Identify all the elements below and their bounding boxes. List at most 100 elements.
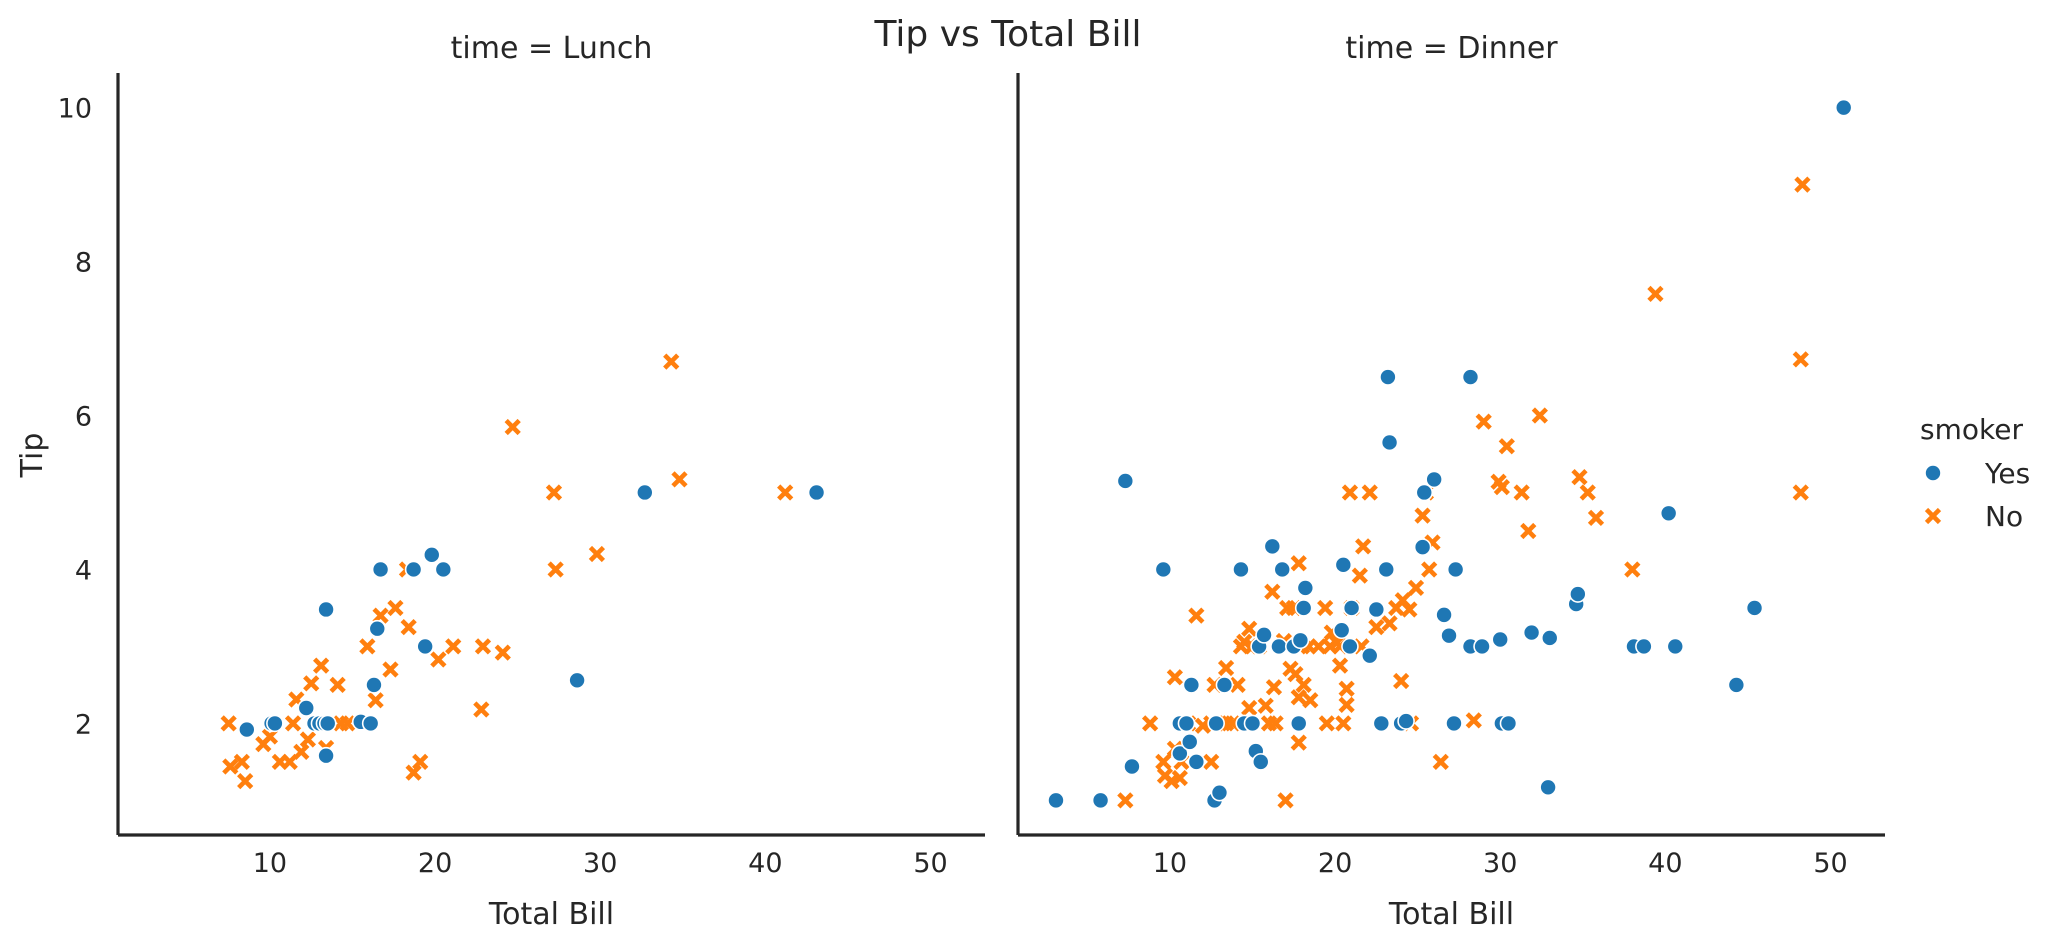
data-point bbox=[1265, 679, 1283, 696]
data-point bbox=[382, 661, 399, 678]
data-point bbox=[1540, 629, 1559, 647]
data-point bbox=[1360, 646, 1379, 665]
x-tick-label: 30 bbox=[1483, 848, 1517, 879]
data-point bbox=[1171, 744, 1189, 763]
data-point bbox=[434, 560, 453, 579]
data-point bbox=[1091, 791, 1110, 810]
data-point bbox=[473, 701, 490, 718]
data-point bbox=[1666, 637, 1685, 656]
data-point bbox=[1338, 696, 1355, 714]
data-point bbox=[1380, 433, 1399, 452]
data-point bbox=[1397, 712, 1415, 730]
y-tick-label: 2 bbox=[75, 709, 92, 740]
data-point bbox=[1539, 778, 1557, 797]
data-point bbox=[1473, 637, 1491, 656]
data-point bbox=[1401, 601, 1418, 618]
data-point bbox=[1571, 468, 1588, 486]
data-point bbox=[1141, 715, 1159, 732]
panel-title: time = Dinner bbox=[1345, 31, 1558, 66]
data-point bbox=[1177, 714, 1196, 733]
x-tick-label: 50 bbox=[1813, 848, 1847, 879]
data-point bbox=[297, 699, 316, 717]
data-point bbox=[1413, 538, 1432, 556]
data-point bbox=[1493, 478, 1510, 496]
data-point bbox=[233, 753, 250, 771]
data-point bbox=[1659, 504, 1678, 523]
data-point bbox=[1368, 619, 1385, 636]
data-point bbox=[222, 758, 239, 775]
data-point bbox=[1421, 561, 1438, 578]
data-point bbox=[1355, 538, 1372, 555]
data-point bbox=[1215, 676, 1234, 694]
data-point bbox=[1154, 560, 1173, 579]
data-point bbox=[1381, 615, 1398, 632]
data-point bbox=[400, 619, 417, 636]
data-point bbox=[1351, 567, 1368, 584]
data-point bbox=[1123, 757, 1141, 776]
x-tick-label: 30 bbox=[583, 848, 617, 879]
panel-lunch: time = Lunch 10 20 30 40 50 2 4 6 8 10 Total Bill bbox=[58, 31, 985, 932]
data-point bbox=[1587, 509, 1605, 527]
data-point bbox=[1569, 585, 1587, 603]
chart-title: Tip vs Total Bill bbox=[874, 14, 1142, 55]
data-point bbox=[1217, 659, 1235, 677]
data-point bbox=[474, 638, 492, 655]
data-point bbox=[1232, 560, 1250, 579]
data-point bbox=[1342, 599, 1361, 617]
data-point bbox=[412, 753, 429, 771]
y-tick-label: 6 bbox=[75, 402, 92, 433]
legend-marker-yes bbox=[1924, 464, 1942, 482]
data-point bbox=[372, 607, 389, 624]
x-tick-label: 40 bbox=[748, 848, 782, 879]
data-point bbox=[365, 676, 383, 694]
data-point bbox=[1792, 484, 1809, 501]
data-point bbox=[1635, 637, 1653, 656]
data-point bbox=[1290, 555, 1307, 572]
data-point bbox=[1171, 769, 1188, 787]
legend-label-no: No bbox=[1985, 500, 2023, 533]
data-point bbox=[1291, 631, 1310, 650]
x-tick-label: 20 bbox=[418, 848, 452, 879]
data-point bbox=[1203, 753, 1220, 771]
data-point bbox=[1531, 407, 1548, 424]
data-point bbox=[1207, 714, 1225, 733]
data-point bbox=[1475, 413, 1492, 430]
data-point bbox=[266, 714, 284, 733]
data-point bbox=[1415, 483, 1434, 502]
data-point bbox=[1243, 714, 1262, 733]
data-point bbox=[663, 353, 680, 370]
data-point bbox=[1155, 753, 1172, 771]
x-tick-label: 20 bbox=[1318, 848, 1352, 879]
panel-dinner: time = Dinner 10 20 30 40 50 Total Bill bbox=[1016, 31, 1885, 932]
data-point bbox=[1407, 579, 1425, 597]
data-point bbox=[405, 764, 422, 781]
data-point bbox=[1335, 715, 1352, 732]
data-point bbox=[293, 743, 310, 760]
data-point bbox=[317, 600, 335, 619]
data-point bbox=[1257, 697, 1274, 714]
data-point bbox=[1338, 680, 1355, 697]
data-point bbox=[1727, 676, 1746, 694]
data-point bbox=[1520, 522, 1537, 540]
data-point bbox=[1187, 753, 1206, 771]
x-tick-label: 10 bbox=[253, 848, 287, 879]
data-point bbox=[367, 692, 384, 709]
data-point bbox=[299, 731, 317, 748]
legend: smoker Yes No bbox=[1920, 413, 2030, 533]
y-tick-label: 4 bbox=[75, 555, 92, 586]
series-yes bbox=[1047, 98, 1853, 810]
data-point bbox=[1461, 368, 1480, 386]
x-axis-label: Total Bill bbox=[1388, 897, 1514, 932]
data-point bbox=[1794, 176, 1811, 193]
data-point bbox=[1318, 715, 1335, 732]
data-point bbox=[1264, 583, 1281, 600]
legend-marker-no bbox=[1924, 507, 1942, 525]
data-point bbox=[1498, 438, 1515, 455]
data-point bbox=[547, 561, 564, 578]
data-point bbox=[1367, 600, 1386, 619]
data-point bbox=[368, 619, 387, 638]
data-point bbox=[1270, 637, 1288, 656]
data-point bbox=[416, 637, 434, 656]
data-point bbox=[1445, 714, 1463, 733]
data-point bbox=[1377, 560, 1396, 579]
